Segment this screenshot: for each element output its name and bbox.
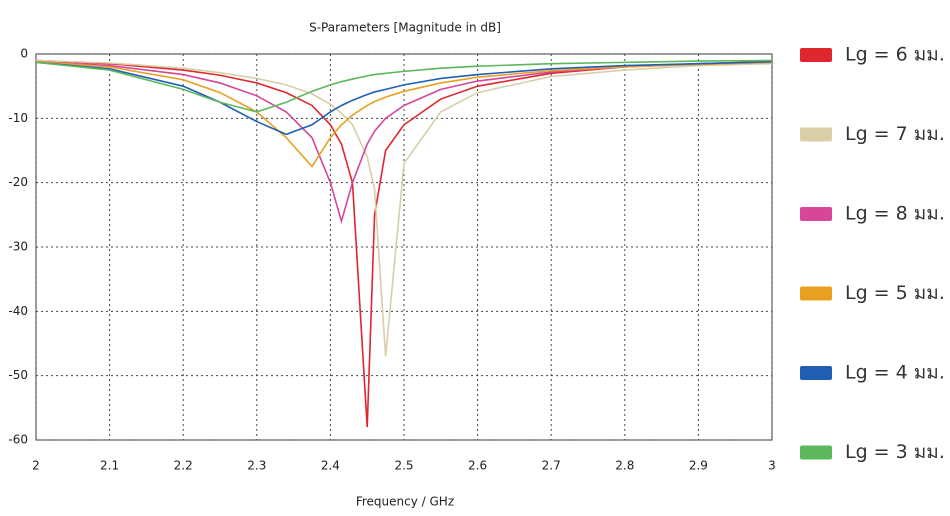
legend-label: Lg = 4 มม. [845, 362, 945, 384]
legend-swatch [800, 446, 832, 460]
y-tick-label: 0 [20, 47, 28, 61]
x-tick-label: 2.3 [247, 459, 266, 473]
y-tick-label: -60 [8, 433, 28, 447]
x-tick-label: 2.2 [174, 459, 193, 473]
legend-swatch [800, 366, 832, 380]
chart-title: S-Parameters [Magnitude in dB] [309, 21, 501, 35]
y-tick-label: -50 [8, 368, 28, 382]
legend-label: Lg = 6 มม. [845, 44, 945, 66]
legend-label: Lg = 3 มม. [845, 441, 945, 463]
x-tick-label: 2.8 [615, 459, 634, 473]
x-tick-label: 2.6 [468, 459, 487, 473]
y-tick-label: -10 [8, 111, 28, 125]
chart: S-Parameters [Magnitude in dB] Frequency… [0, 0, 950, 516]
x-tick-label: 2.7 [542, 459, 561, 473]
x-tick-label: 2.4 [321, 459, 340, 473]
legend-swatch [800, 207, 832, 221]
x-tick-label: 2 [32, 459, 40, 473]
legend-swatch [800, 287, 832, 301]
x-tick-label: 2.1 [100, 459, 119, 473]
x-tick-label: 2.5 [394, 459, 413, 473]
legend-label: Lg = 8 มม. [845, 203, 945, 225]
legend-swatch [800, 48, 832, 62]
y-tick-label: -30 [8, 240, 28, 254]
x-axis-label: Frequency / GHz [356, 495, 454, 509]
legend-label: Lg = 7 มม. [845, 123, 945, 145]
legend-label: Lg = 5 มม. [845, 282, 945, 304]
x-tick-label: 2.9 [689, 459, 708, 473]
y-tick-label: -40 [8, 304, 28, 318]
page: S-Parameters [Magnitude in dB] Frequency… [0, 0, 950, 516]
legend-swatch [800, 128, 832, 142]
x-tick-label: 3 [768, 459, 776, 473]
y-tick-label: -20 [8, 175, 28, 189]
